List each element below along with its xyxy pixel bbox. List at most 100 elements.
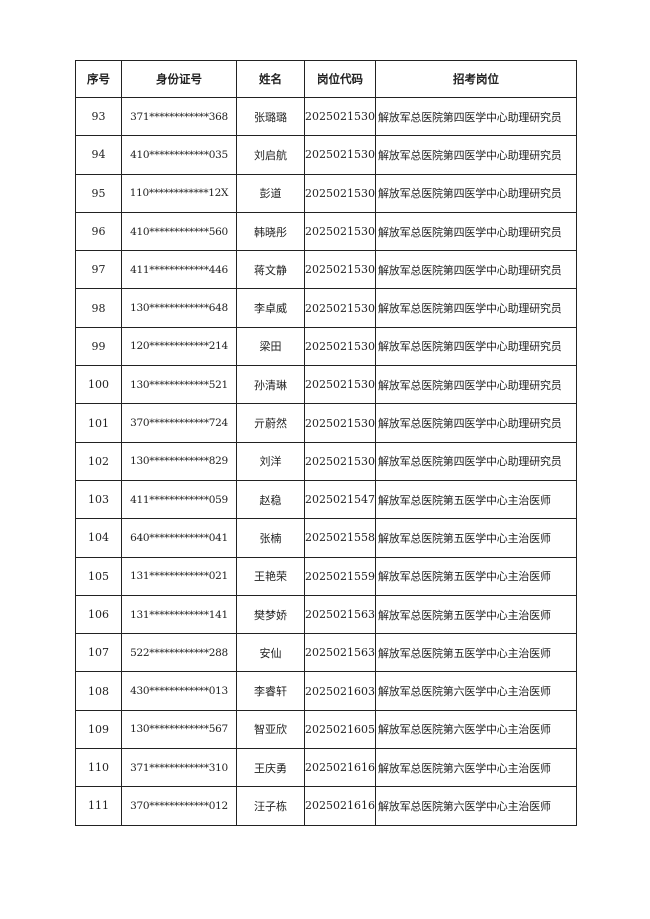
cell-position: 解放军总医院第四医学中心助理研究员 bbox=[375, 403, 577, 443]
cell-index: 108 bbox=[75, 671, 122, 711]
cell-name: 孙清琳 bbox=[236, 365, 305, 405]
header-position-code: 岗位代码 bbox=[304, 60, 376, 98]
cell-id-number: 410************035 bbox=[121, 135, 237, 175]
candidate-table: 序号 身份证号 姓名 岗位代码 招考岗位 93 371************36… bbox=[75, 60, 577, 826]
cell-position-code: 2025021530 bbox=[304, 173, 376, 213]
cell-id-number: 640************041 bbox=[121, 518, 237, 558]
table-row: 110 371************310 王庆勇 2025021616 解放军总医院… bbox=[75, 748, 577, 788]
cell-position: 解放军总医院第六医学中心主治医师 bbox=[375, 786, 577, 826]
cell-id-number: 522************288 bbox=[121, 633, 237, 673]
header-position: 招考岗位 bbox=[375, 60, 577, 98]
cell-index: 102 bbox=[75, 441, 122, 481]
cell-name: 樊梦娇 bbox=[236, 594, 305, 635]
cell-position-code: 2025021547 bbox=[304, 479, 376, 520]
cell-position: 解放军总医院第五医学中心主治医师 bbox=[375, 479, 577, 520]
cell-index: 104 bbox=[75, 518, 122, 558]
cell-id-number: 131************021 bbox=[121, 556, 237, 596]
cell-index: 110 bbox=[75, 748, 122, 788]
cell-name: 汪子栋 bbox=[236, 786, 305, 826]
table-row: 94 410************035 刘启航 2025021530 解放军总医院第… bbox=[75, 135, 577, 175]
cell-index: 94 bbox=[75, 135, 122, 175]
cell-index: 107 bbox=[75, 633, 122, 673]
cell-position-code: 2025021616 bbox=[304, 748, 376, 788]
cell-index: 98 bbox=[75, 288, 122, 328]
table-row: 105 131************021 王艳荣 2025021559 解放军总医院… bbox=[75, 556, 577, 596]
table-row: 96 410************560 韩晓彤 2025021530 解放军总医院第… bbox=[75, 211, 577, 252]
cell-index: 101 bbox=[75, 403, 122, 443]
table-row: 95 110************12X 彭道 2025021530 解放军总医院第四… bbox=[75, 173, 577, 213]
cell-id-number: 411************059 bbox=[121, 479, 237, 520]
cell-name: 韩晓彤 bbox=[236, 211, 305, 252]
cell-position: 解放军总医院第四医学中心助理研究员 bbox=[375, 441, 577, 481]
cell-position: 解放军总医院第五医学中心主治医师 bbox=[375, 556, 577, 596]
cell-position-code: 2025021603 bbox=[304, 671, 376, 711]
cell-position: 解放军总医院第四医学中心助理研究员 bbox=[375, 250, 577, 290]
cell-index: 96 bbox=[75, 211, 122, 252]
cell-position-code: 2025021530 bbox=[304, 365, 376, 405]
cell-position: 解放军总医院第五医学中心主治医师 bbox=[375, 633, 577, 673]
cell-position: 解放军总医院第四医学中心助理研究员 bbox=[375, 173, 577, 213]
table-row: 108 430************013 李睿轩 2025021603 解放军总医院… bbox=[75, 671, 577, 711]
cell-position-code: 2025021530 bbox=[304, 96, 376, 137]
cell-id-number: 120************214 bbox=[121, 326, 237, 367]
cell-id-number: 130************521 bbox=[121, 365, 237, 405]
cell-id-number: 370************012 bbox=[121, 786, 237, 826]
cell-position: 解放军总医院第四医学中心助理研究员 bbox=[375, 288, 577, 328]
cell-id-number: 370************724 bbox=[121, 403, 237, 443]
cell-index: 99 bbox=[75, 326, 122, 367]
table-row: 104 640************041 张楠 2025021558 解放军总医院第… bbox=[75, 518, 577, 558]
cell-id-number: 430************013 bbox=[121, 671, 237, 711]
cell-name: 李睿轩 bbox=[236, 671, 305, 711]
table-row: 101 370************724 亓蔚然 2025021530 解放军总医院… bbox=[75, 403, 577, 443]
table-row: 107 522************288 安仙 2025021563 解放军总医院第… bbox=[75, 633, 577, 673]
table-row: 98 130************648 李卓威 2025021530 解放军总医院第… bbox=[75, 288, 577, 328]
cell-index: 109 bbox=[75, 709, 122, 750]
cell-index: 93 bbox=[75, 96, 122, 137]
cell-id-number: 131************141 bbox=[121, 594, 237, 635]
header-id-number: 身份证号 bbox=[121, 60, 237, 98]
cell-index: 100 bbox=[75, 365, 122, 405]
cell-position-code: 2025021530 bbox=[304, 135, 376, 175]
cell-position-code: 2025021530 bbox=[304, 288, 376, 328]
cell-name: 智亚欣 bbox=[236, 709, 305, 750]
cell-name: 亓蔚然 bbox=[236, 403, 305, 443]
cell-id-number: 371************368 bbox=[121, 96, 237, 137]
cell-position: 解放军总医院第四医学中心助理研究员 bbox=[375, 211, 577, 252]
header-index: 序号 bbox=[75, 60, 122, 98]
cell-name: 张璐璐 bbox=[236, 96, 305, 137]
cell-position: 解放军总医院第五医学中心主治医师 bbox=[375, 594, 577, 635]
table-row: 93 371************368 张璐璐 2025021530 解放军总医院第… bbox=[75, 96, 577, 137]
table-row: 109 130************567 智亚欣 2025021605 解放军总医院… bbox=[75, 709, 577, 750]
cell-position: 解放军总医院第六医学中心主治医师 bbox=[375, 671, 577, 711]
cell-name: 蒋文静 bbox=[236, 250, 305, 290]
cell-name: 李卓威 bbox=[236, 288, 305, 328]
cell-id-number: 411************446 bbox=[121, 250, 237, 290]
cell-name: 王艳荣 bbox=[236, 556, 305, 596]
cell-name: 刘启航 bbox=[236, 135, 305, 175]
cell-position-code: 2025021530 bbox=[304, 250, 376, 290]
table-row: 100 130************521 孙清琳 2025021530 解放军总医院… bbox=[75, 365, 577, 405]
cell-position-code: 2025021530 bbox=[304, 403, 376, 443]
cell-id-number: 371************310 bbox=[121, 748, 237, 788]
cell-index: 105 bbox=[75, 556, 122, 596]
cell-index: 103 bbox=[75, 479, 122, 520]
cell-id-number: 110************12X bbox=[121, 173, 237, 213]
cell-index: 95 bbox=[75, 173, 122, 213]
cell-position-code: 2025021559 bbox=[304, 556, 376, 596]
cell-index: 106 bbox=[75, 594, 122, 635]
table-row: 111 370************012 汪子栋 2025021616 解放军总医院… bbox=[75, 786, 577, 826]
table-row: 99 120************214 梁田 2025021530 解放军总医院第四… bbox=[75, 326, 577, 367]
cell-name: 梁田 bbox=[236, 326, 305, 367]
table-row: 102 130************829 刘洋 2025021530 解放军总医院第… bbox=[75, 441, 577, 481]
cell-position-code: 2025021530 bbox=[304, 441, 376, 481]
cell-position-code: 2025021616 bbox=[304, 786, 376, 826]
cell-position-code: 2025021563 bbox=[304, 633, 376, 673]
table-row: 106 131************141 樊梦娇 2025021563 解放军总医院… bbox=[75, 594, 577, 635]
cell-position: 解放军总医院第四医学中心助理研究员 bbox=[375, 326, 577, 367]
cell-id-number: 410************560 bbox=[121, 211, 237, 252]
cell-position: 解放军总医院第四医学中心助理研究员 bbox=[375, 135, 577, 175]
cell-id-number: 130************648 bbox=[121, 288, 237, 328]
cell-position-code: 2025021558 bbox=[304, 518, 376, 558]
cell-name: 安仙 bbox=[236, 633, 305, 673]
table-row: 103 411************059 赵稳 2025021547 解放军总医院第… bbox=[75, 479, 577, 520]
